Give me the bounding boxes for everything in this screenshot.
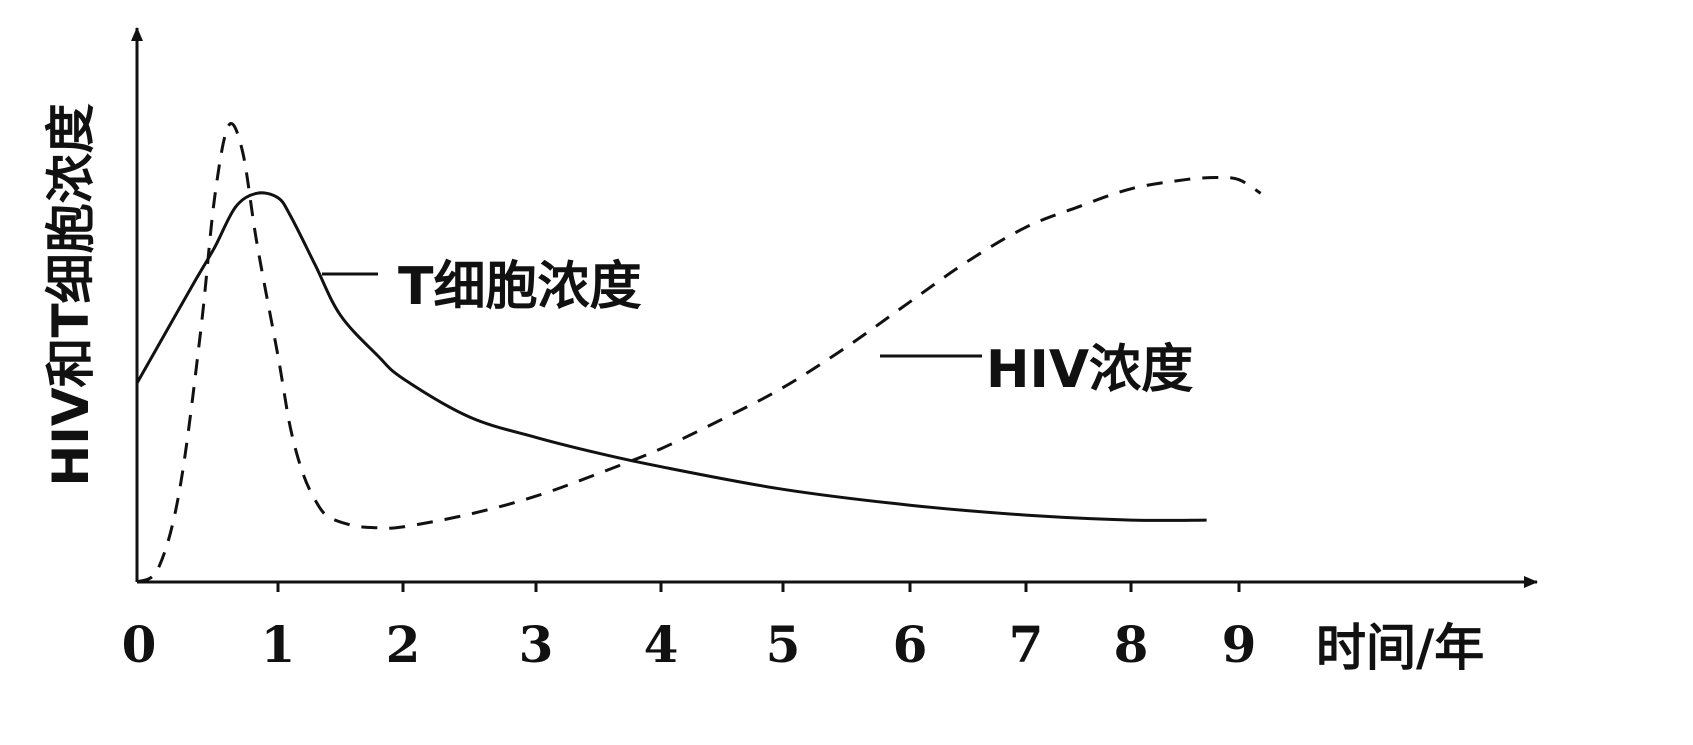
- x-tick-marks: [276, 582, 1241, 592]
- x-tick-label: 8: [1114, 615, 1149, 674]
- x-tick-label: 0: [122, 615, 157, 674]
- t-cell-concentration-line: [135, 191, 1207, 522]
- x-tick-label: 9: [1222, 615, 1257, 674]
- x-tick-label: 6: [893, 615, 928, 674]
- x-tick-label: 2: [386, 615, 421, 674]
- x-axis-title: 时间/年: [1316, 619, 1484, 677]
- hiv-concentration-line: [136, 122, 1262, 584]
- x-tick-label: 4: [644, 615, 679, 674]
- x-tick-label: 1: [261, 615, 296, 674]
- x-tick-labels: 0 1 2 3 4 5 6 7 8 9: [122, 615, 1257, 674]
- y-axis-title: HIV和T细胞浓度: [42, 103, 100, 486]
- hiv-series-label: HIV浓度: [986, 340, 1193, 400]
- x-tick-label: 3: [519, 615, 554, 674]
- t-cell-series-label: T细胞浓度: [398, 257, 641, 317]
- x-tick-label: 5: [766, 615, 801, 674]
- x-tick-label: 7: [1009, 615, 1044, 674]
